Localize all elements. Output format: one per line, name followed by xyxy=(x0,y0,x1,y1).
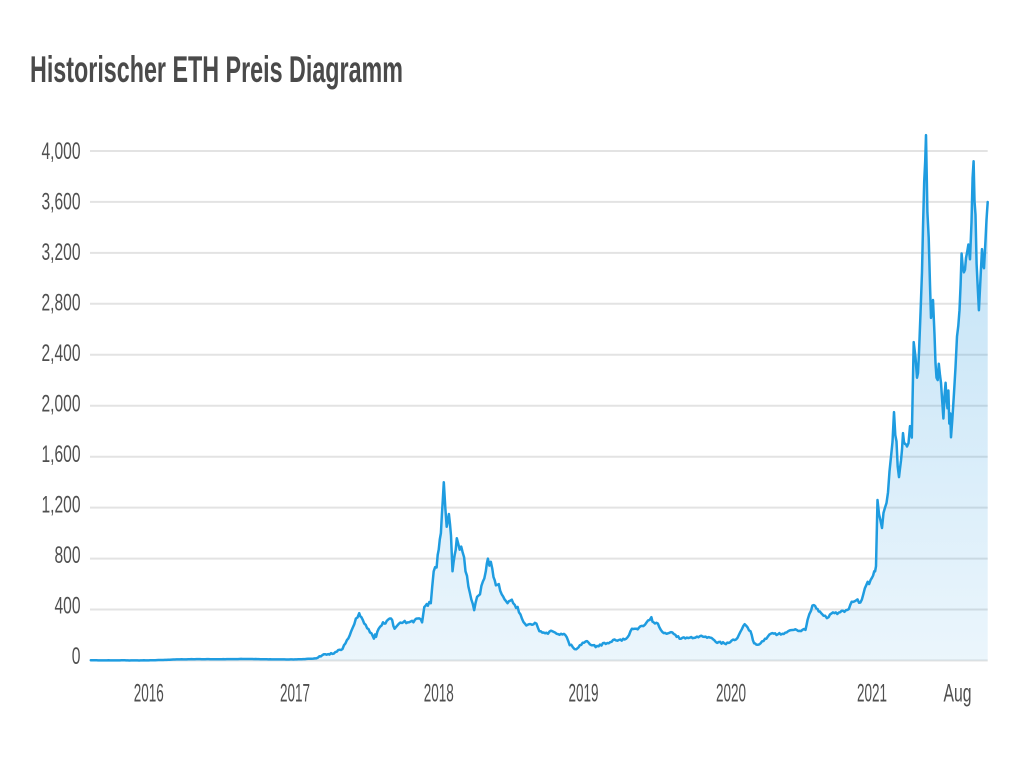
svg-text:Aug: Aug xyxy=(944,680,972,708)
svg-text:2,000: 2,000 xyxy=(42,391,81,418)
svg-text:2020: 2020 xyxy=(716,680,746,708)
svg-text:3,200: 3,200 xyxy=(42,239,81,266)
svg-text:1,200: 1,200 xyxy=(42,492,81,519)
svg-text:2,400: 2,400 xyxy=(42,340,81,367)
svg-text:4,000: 4,000 xyxy=(42,138,81,165)
svg-text:2017: 2017 xyxy=(280,680,310,708)
svg-text:800: 800 xyxy=(55,542,81,569)
svg-text:1,600: 1,600 xyxy=(42,441,81,468)
svg-text:2019: 2019 xyxy=(569,680,599,708)
svg-text:2016: 2016 xyxy=(134,680,164,708)
svg-text:2,800: 2,800 xyxy=(42,290,81,317)
svg-text:400: 400 xyxy=(55,593,81,620)
svg-text:Historischer ETH Preis Diagram: Historischer ETH Preis Diagramm xyxy=(30,49,403,90)
svg-text:3,600: 3,600 xyxy=(42,189,81,216)
svg-text:2018: 2018 xyxy=(424,680,454,708)
svg-text:0: 0 xyxy=(72,643,81,670)
svg-text:2021: 2021 xyxy=(857,680,887,708)
